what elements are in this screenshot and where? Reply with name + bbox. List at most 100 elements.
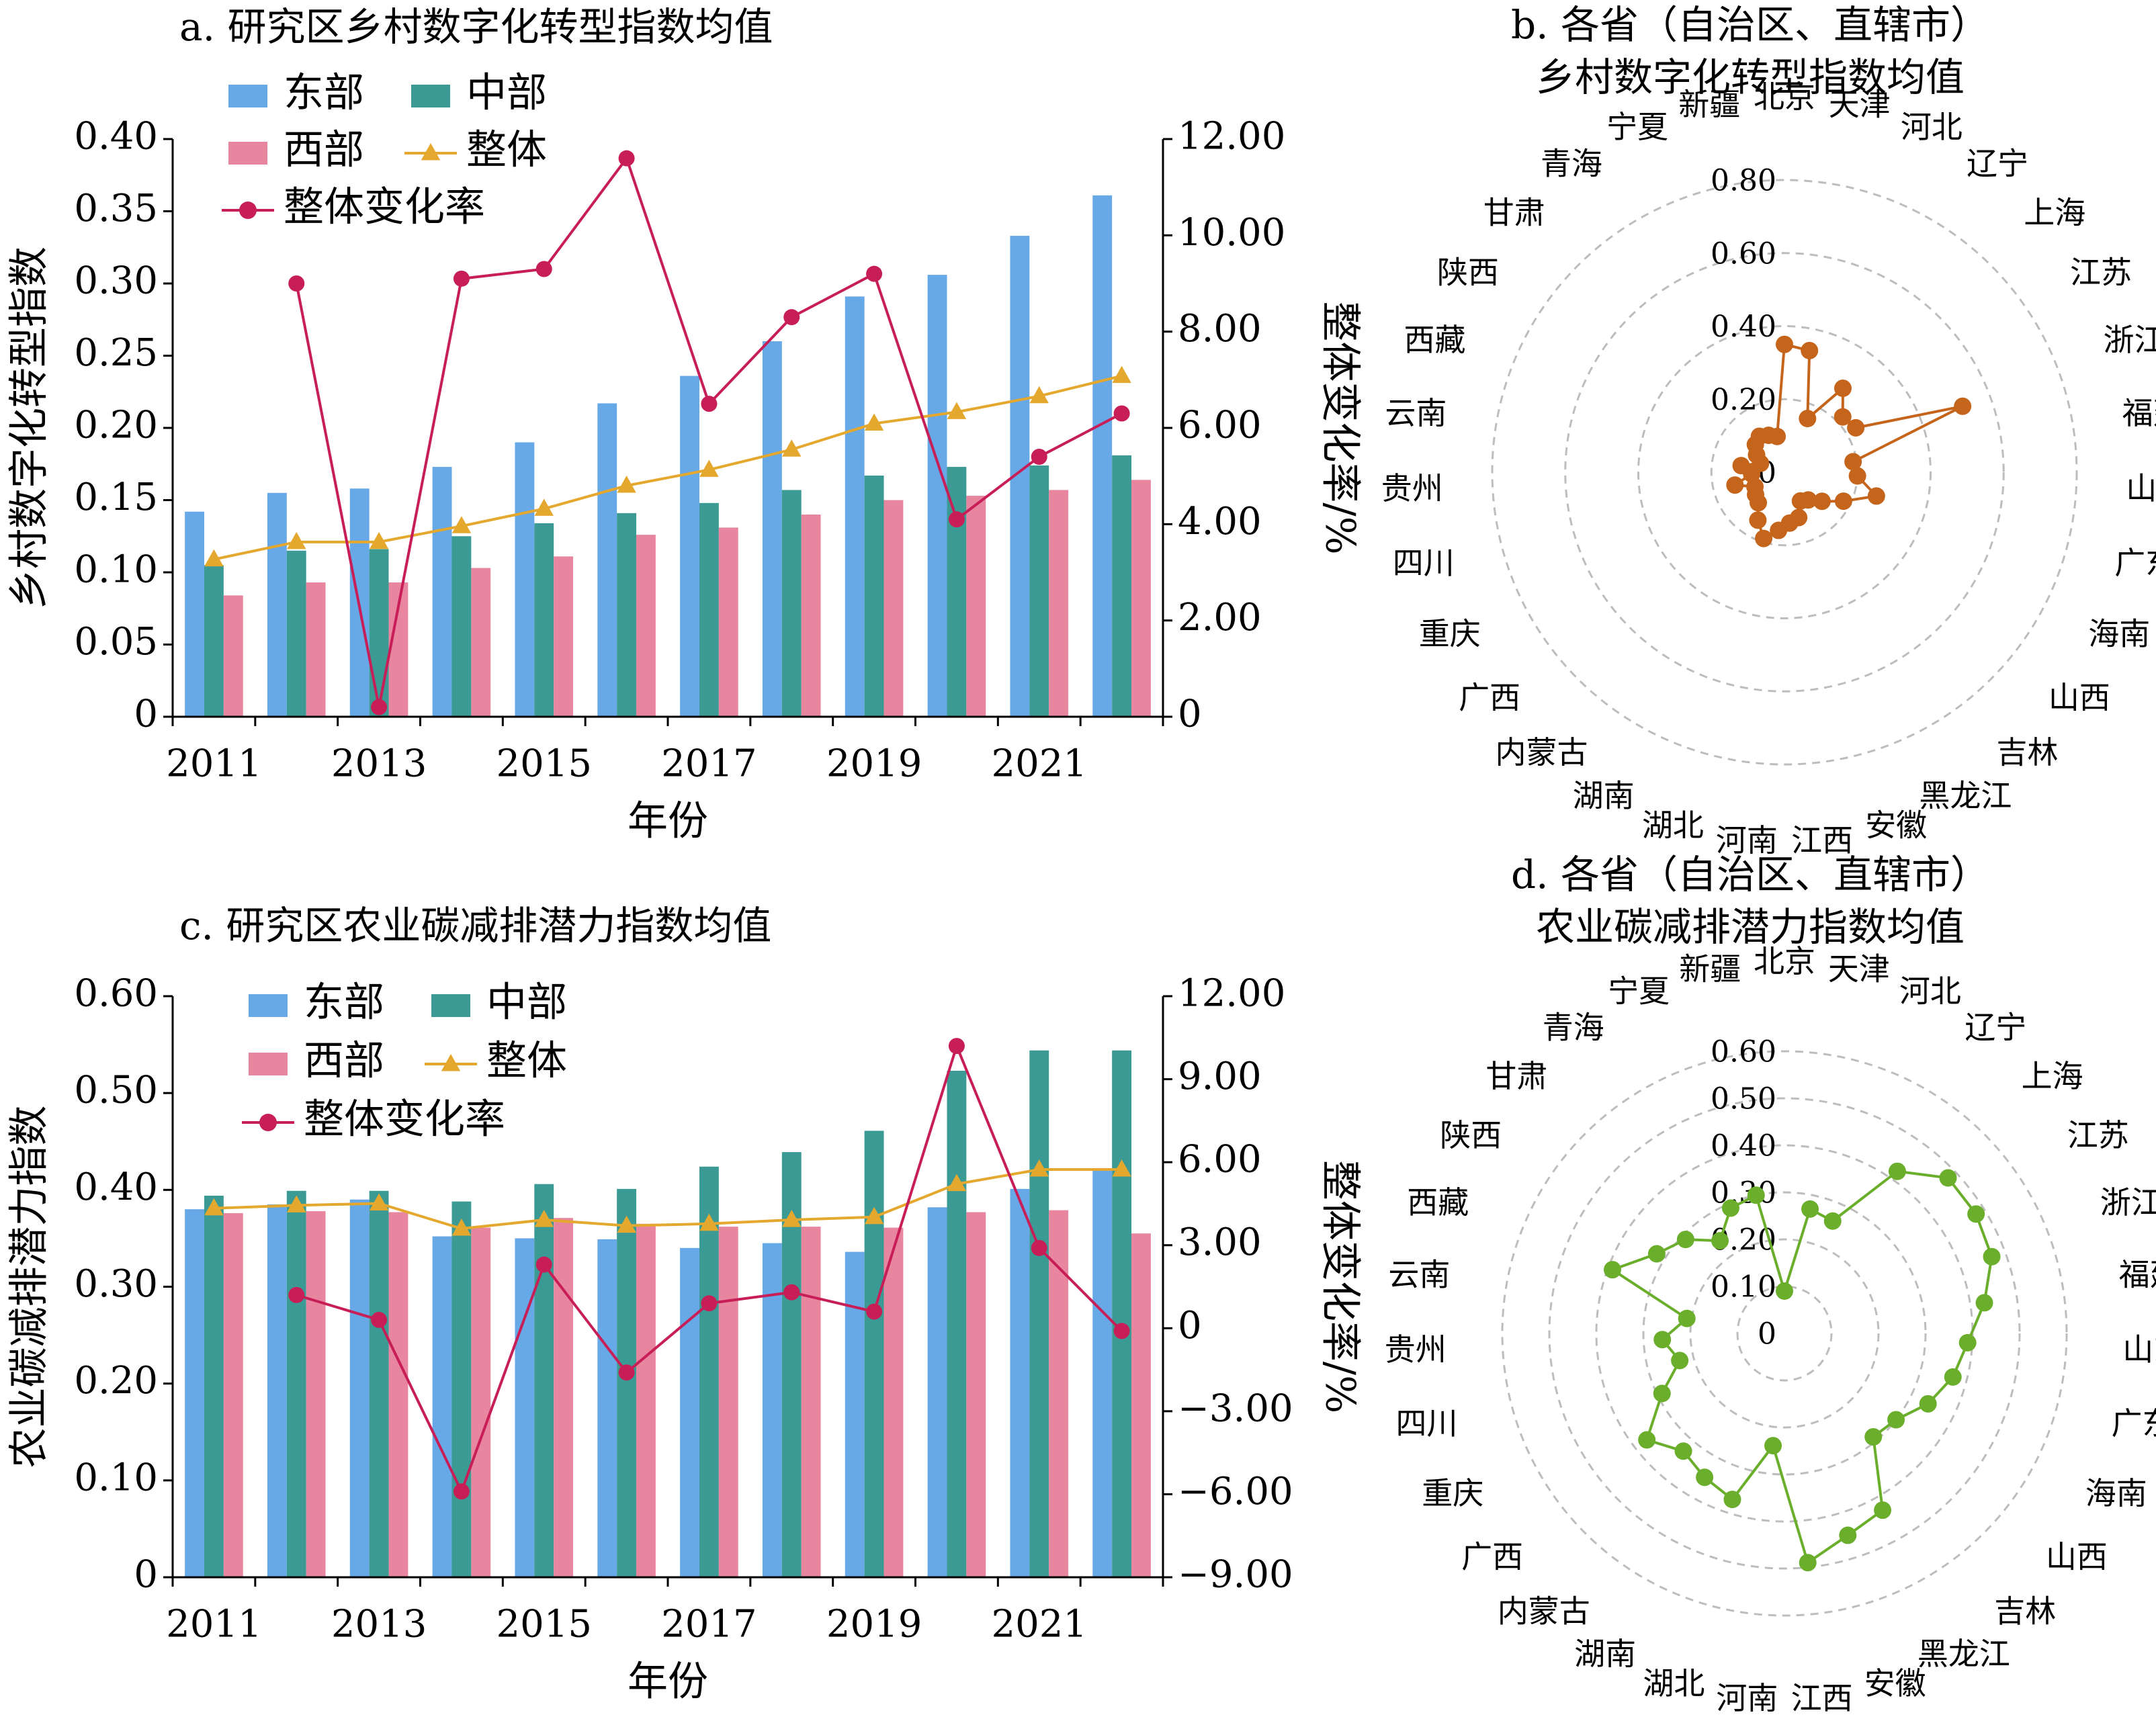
chart-d-point-西藏 [1603,1261,1621,1279]
chart-c-marker-overall-2015 [534,1210,554,1227]
chart-a-title: a. 研究区乡村数字化转型指数均值 [179,4,773,50]
chart-c-marker-overall-2018 [782,1210,802,1227]
chart-d-axis-label-天津: 天津 [1828,951,1890,987]
chart-c-bar-西部-2020 [966,1212,986,1577]
chart-a-marker-overall-2018 [782,439,802,457]
chart-d-title-line1: d. 各省（自治区、直辖市） [1511,852,1989,897]
chart-c-bar-中部-2012 [286,1190,306,1577]
chart-d-rtick-label: 0 [1758,1317,1776,1352]
chart-a-marker-rate-2018 [783,309,800,326]
chart-b-axis-label-河北: 河北 [1901,109,1963,145]
chart-a-y2tick-label: 0 [1178,693,1202,736]
chart-a-bar-中部-2014 [451,536,472,717]
chart-d-axis-label-山东: 山东 [2122,1331,2156,1368]
chart-a-marker-overall-2019 [864,413,884,431]
chart-b-axis-label-四川: 四川 [1393,545,1455,581]
chart-c-legend-label-overall: 整体 [486,1038,567,1085]
chart-a-bar-东部-2011 [185,511,204,717]
chart-a-bar-中部-2020 [947,467,967,717]
chart-c-bar-西部-2019 [883,1227,904,1577]
chart-a-bar-东部-2015 [515,442,535,717]
chart-c-marker-overall-2016 [617,1215,636,1233]
chart-d-axis-label-四川: 四川 [1396,1405,1458,1442]
chart-c-y2tick-label: −3.00 [1178,1386,1293,1430]
chart-a-y2tick-label: 8.00 [1178,307,1262,351]
chart-d-rtick-label: 0.50 [1711,1082,1776,1116]
chart-c-y2tick-label: 9.00 [1178,1055,1262,1098]
chart-c-marker-rate-2019 [866,1303,883,1320]
chart-b-rtick-label: 0.60 [1711,236,1776,271]
chart-d-grid-ring [1595,1144,1974,1523]
chart-d-axis-label-吉林: 吉林 [1994,1593,2056,1629]
chart-d-title-line2: 农业碳减排潜力指数均值 [1536,904,1965,950]
chart-a-marker-rate-2013 [371,699,388,715]
chart-a-bar-西部-2021 [1049,490,1069,717]
chart-d-point-新疆 [1747,1186,1765,1204]
chart-d-point-广西 [1638,1431,1656,1449]
chart-a-bar-东部-2014 [432,467,452,717]
chart-d-rtick-label: 0.40 [1711,1129,1776,1163]
chart-a-marker-rate-2017 [701,396,718,412]
chart-b-point-黑龙江 [1791,492,1809,510]
chart-d-point-湖北 [1723,1491,1741,1509]
chart-d-point-四川 [1671,1352,1689,1370]
chart-a-marker-overall-2021 [1029,386,1049,404]
chart-a-y2tick-label: 10.00 [1178,211,1285,255]
chart-a-marker-overall-2011 [204,549,224,567]
chart-d-grid-ring [1689,1238,1880,1429]
chart-b-axis-label-黑龙江: 黑龙江 [1919,777,2012,813]
chart-c-marker-rate-2017 [701,1295,718,1312]
chart-a-ytick-label: 0.35 [74,187,158,230]
chart-c-bar-西部-2018 [801,1227,821,1577]
chart-c-bar-西部-2015 [554,1218,574,1577]
chart-b-axis-label-青海: 青海 [1541,145,1602,181]
chart-c-bar-东部-2022 [1092,1168,1113,1577]
chart-d-axis-label-新疆: 新疆 [1679,951,1741,987]
chart-c-y2tick-label: 6.00 [1178,1138,1262,1182]
chart-a-bar-西部-2011 [223,595,243,717]
chart-c-ytick-label: 0.60 [74,972,158,1016]
chart-d-point-福建 [1975,1294,1993,1312]
chart-d-point-山西 [1887,1411,1905,1429]
chart-d-axis-label-陕西: 陕西 [1440,1117,1502,1153]
chart-d-point-安徽 [1839,1526,1857,1544]
chart-d-point-陕西 [1647,1245,1666,1263]
chart-c-marker-overall-2013 [369,1193,389,1211]
chart-b-point-云南 [1732,457,1750,475]
chart-d-axis-label-重庆: 重庆 [1422,1475,1483,1511]
chart-d-point-湖南 [1696,1468,1714,1487]
chart-b-chart: 00.200.400.600.80北京天津河北辽宁上海江苏浙江福建山东广东海南山… [1381,2,2156,858]
chart-a-bar-西部-2016 [636,535,656,717]
chart-a-bar-东部-2020 [927,275,947,717]
chart-b-axis-label-云南: 云南 [1385,395,1447,431]
chart-b-axis-label-安徽: 安徽 [1865,807,1927,844]
chart-d-axis-label-湖北: 湖北 [1643,1665,1705,1702]
chart-a-bar-东部-2016 [597,403,617,717]
chart-a-marker-rate-2016 [618,150,635,167]
chart-c-bar-东部-2018 [762,1243,782,1577]
chart-d-point-云南 [1678,1309,1696,1327]
chart-c-legend-label-west: 西部 [304,1038,384,1085]
chart-a-marker-rate-2021 [1031,449,1047,465]
chart-a-bar-中部-2013 [369,549,389,717]
chart-d-axis-label-湖南: 湖南 [1574,1636,1636,1672]
chart-b-axis-label-重庆: 重庆 [1419,615,1481,652]
chart-a-ytick-label: 0.30 [74,259,158,303]
chart-c-legend-marker-overall [441,1054,461,1071]
chart-d-point-贵州 [1653,1331,1672,1349]
chart-a-marker-overall-2015 [534,498,554,516]
chart-d-point-吉林 [1864,1428,1883,1446]
chart-c-bar-东部-2015 [515,1238,535,1577]
chart-c-xtick-label: 2017 [661,1603,757,1646]
chart-d-grid-ring [1501,1050,2068,1617]
chart-c-marker-rate-2015 [535,1256,552,1273]
chart-c-xlabel: 年份 [628,1659,708,1706]
chart-b-axis-label-吉林: 吉林 [1997,734,2059,770]
chart-a-y2tick-label: 2.00 [1178,596,1262,639]
chart-c-bar-西部-2022 [1131,1233,1151,1577]
chart-a-bar-东部-2012 [267,492,287,717]
chart-b-axis-label-内蒙古: 内蒙古 [1495,734,1588,770]
chart-d-axis-label-青海: 青海 [1543,1010,1604,1046]
chart-b-point-湖北 [1755,529,1773,547]
